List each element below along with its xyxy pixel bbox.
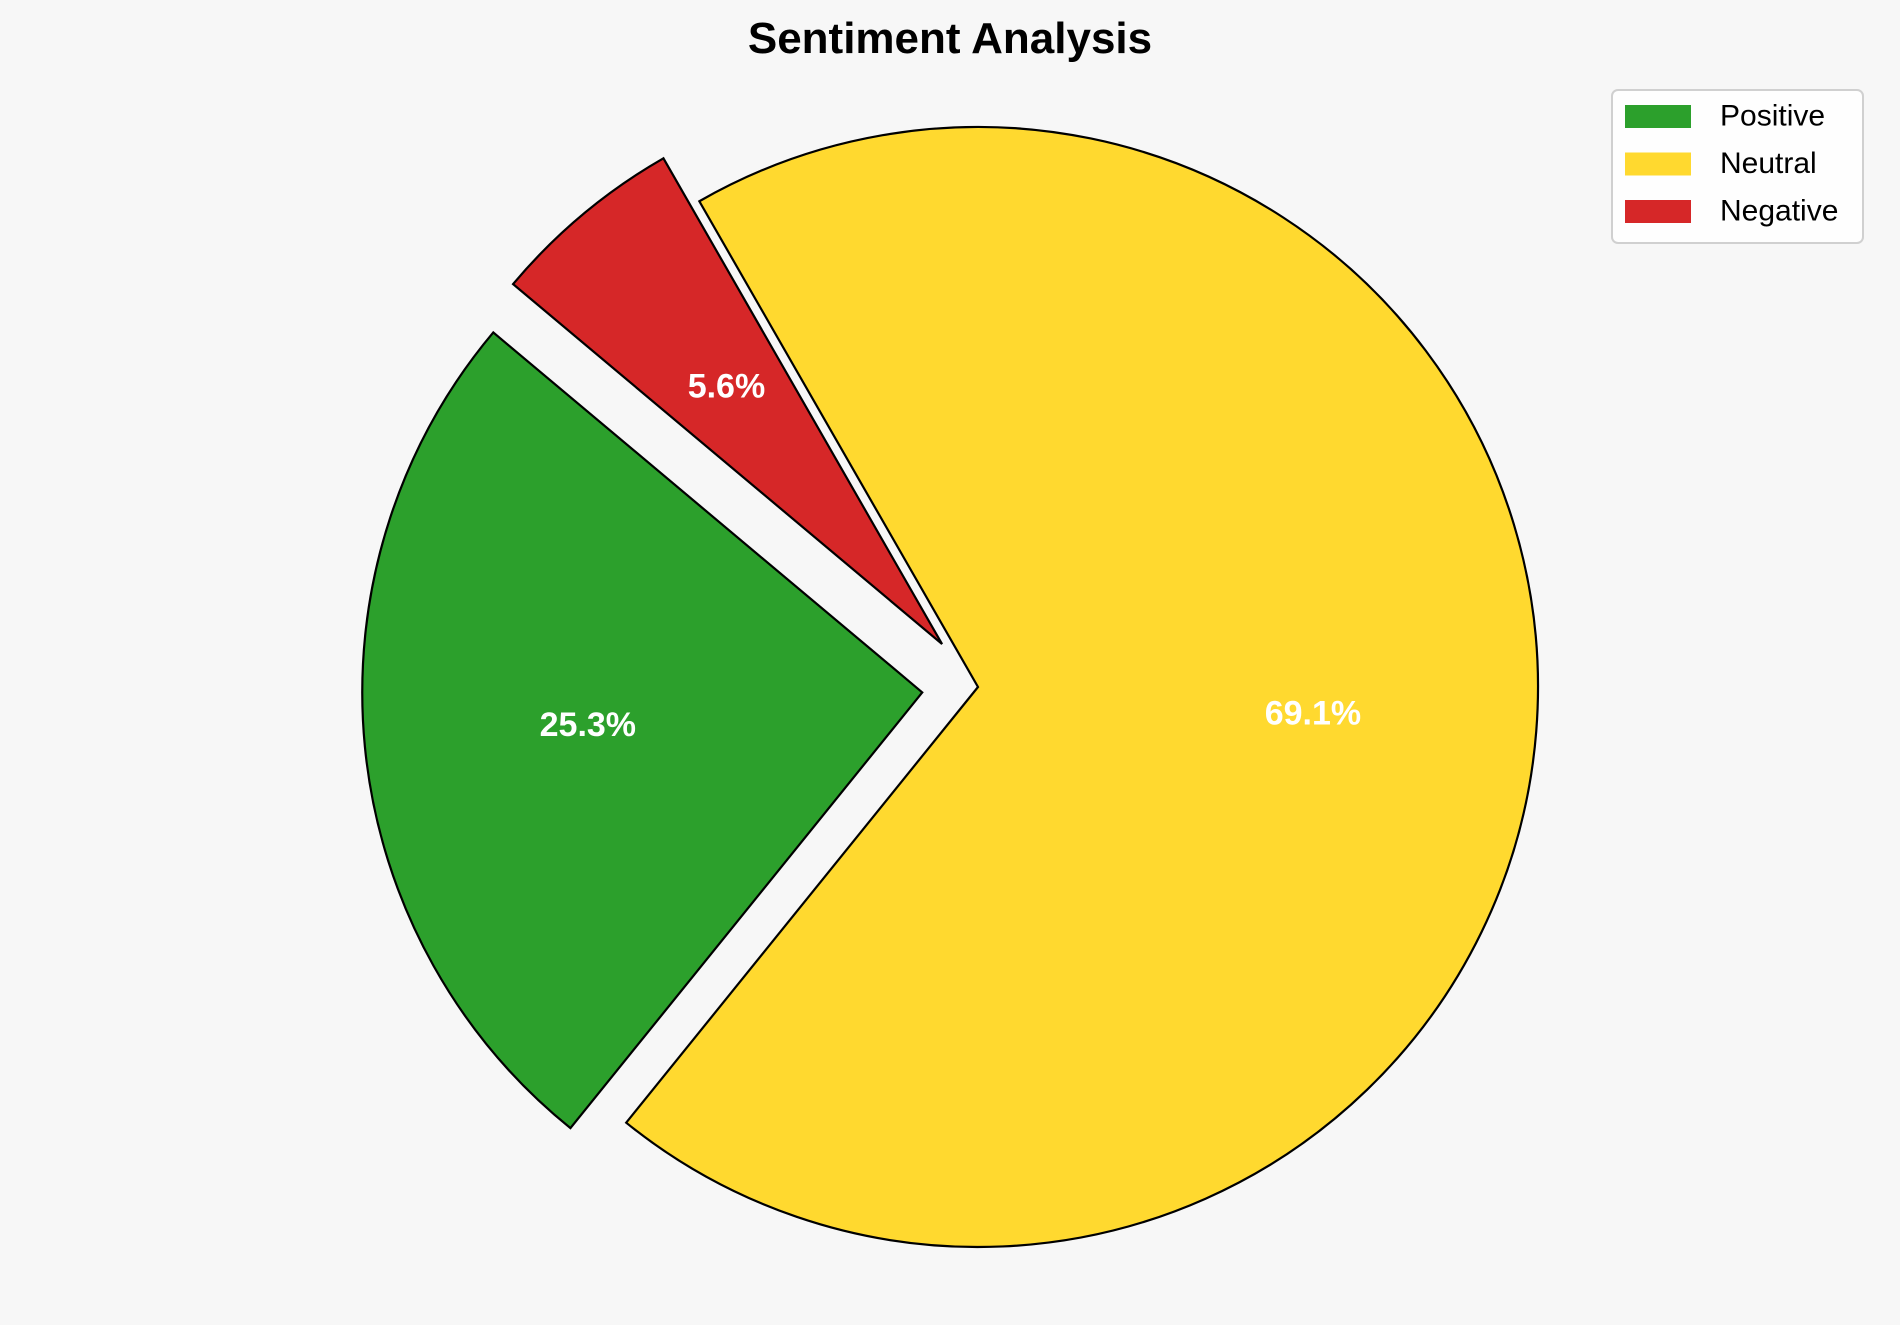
legend-label-neutral: Neutral xyxy=(1720,147,1817,180)
pct-label-positive: 25.3% xyxy=(540,706,636,744)
pct-label-neutral: 69.1% xyxy=(1265,695,1361,733)
legend-swatch-neutral xyxy=(1625,152,1691,176)
pct-label-negative: 5.6% xyxy=(688,367,766,405)
pie-slice-neutral xyxy=(624,125,1540,1249)
legend-swatch-negative xyxy=(1625,200,1691,223)
pie-slice-negative xyxy=(511,156,944,645)
legend-swatch-positive xyxy=(1625,105,1691,128)
legend-label-negative: Negative xyxy=(1720,195,1838,228)
chart-title: Sentiment Analysis xyxy=(747,14,1153,63)
legend-label-positive: Positive xyxy=(1720,100,1825,133)
pie-slice-positive xyxy=(361,330,924,1130)
